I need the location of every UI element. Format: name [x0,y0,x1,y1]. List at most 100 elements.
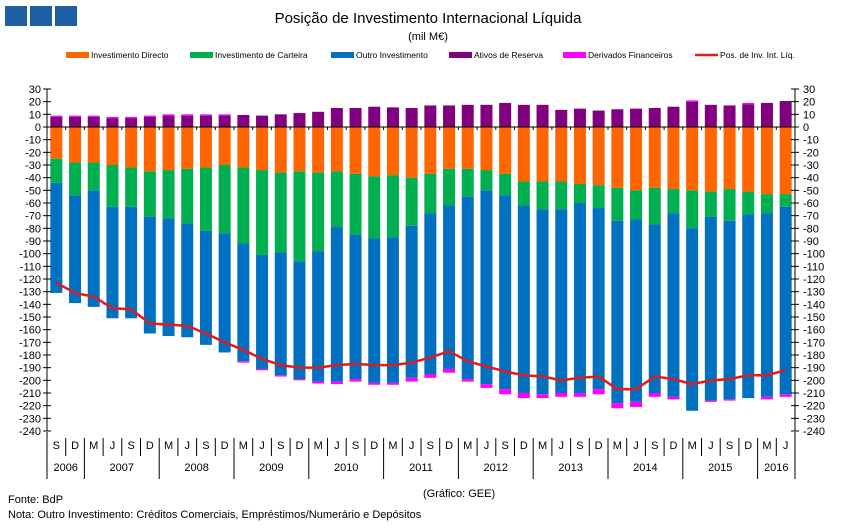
bar-other-investment [143,216,156,334]
y-tick-label-right: -240 [803,426,825,438]
x-month-label: M [463,440,472,452]
y-tick-label-right: -60 [803,198,819,210]
x-month-label: M [762,440,771,452]
bar-other-investment [125,206,138,319]
y-tick-label-left: -70 [25,211,41,223]
bar-portfolio-investment [125,167,138,207]
bar-financial-derivatives [648,393,661,397]
y-tick-label-right: -40 [803,173,819,185]
x-month-label: M [613,440,622,452]
bar-financial-derivatives [779,394,792,397]
bar-other-investment [386,237,399,383]
y-tick-label-right: -130 [803,287,825,299]
bar-portfolio-investment [760,194,773,214]
y-tick-label-right: -120 [803,274,825,286]
bar-reserve-assets [69,116,82,127]
bar-other-investment [424,213,437,374]
bar-other-investment [162,218,175,336]
line-net-iip [55,281,786,391]
bar-financial-derivatives [443,368,456,373]
x-month-label: D [744,440,752,452]
y-tick-label-left: 0 [35,122,41,134]
bar-portfolio-investment [368,176,381,239]
bar-other-investment [555,209,568,393]
bar-direct-investment [648,127,661,188]
bar-reserve-assets [611,109,624,127]
bar-portfolio-investment [274,172,287,253]
y-tick-label-right: -200 [803,375,825,387]
x-month-label: M [164,440,173,452]
bar-financial-derivatives [386,382,399,385]
bar-other-investment [573,203,586,393]
bar-financial-derivatives [611,403,624,409]
x-month-label: S [202,440,209,452]
bar-other-investment [330,227,343,382]
y-tick-label-right: -190 [803,363,825,375]
y-tick-label-right: -170 [803,337,825,349]
bar-financial-derivatives [686,100,699,102]
bar-financial-derivatives [181,114,194,116]
bar-reserve-assets [199,115,212,127]
bar-financial-derivatives [162,114,175,116]
legend-swatch [331,52,354,58]
bar-direct-investment [592,127,605,186]
bar-direct-investment [386,127,399,176]
bar-financial-derivatives [480,384,493,388]
y-tick-label-left: -60 [25,198,41,210]
bar-financial-derivatives [573,393,586,397]
bar-financial-derivatives [69,115,82,117]
bar-financial-derivatives [256,368,269,371]
bar-other-investment [536,209,549,395]
bar-direct-investment [723,127,736,190]
bar-reserve-assets [274,114,287,127]
bar-other-investment [50,182,63,293]
logo-square-2 [30,6,52,26]
x-month-label: M [688,440,697,452]
y-tick-label-left: -120 [19,274,41,286]
bar-other-investment [517,205,530,393]
bar-financial-derivatives [405,377,418,382]
y-tick-label-right: -160 [803,325,825,337]
x-month-label: S [651,440,658,452]
bar-direct-investment [461,127,474,169]
bar-direct-investment [125,127,138,168]
x-month-label: M [89,440,98,452]
bar-direct-investment [517,127,530,182]
x-month-label: J [633,440,639,452]
bar-reserve-assets [760,102,773,127]
bar-direct-investment [87,127,100,163]
footer-source: Fonte: BdP [8,494,63,506]
y-tick-label-right: -150 [803,312,825,324]
bar-direct-investment [218,127,231,165]
y-tick-label-left: -140 [19,299,41,311]
bar-other-investment [349,234,362,380]
bar-direct-investment [330,127,343,172]
bar-financial-derivatives [630,401,643,407]
x-month-label: J [783,440,789,452]
x-year-label: 2010 [334,462,358,474]
bar-reserve-assets [368,106,381,127]
x-month-label: J [110,440,116,452]
x-year-label: 2011 [409,462,433,474]
bar-other-investment [199,230,212,345]
bar-direct-investment [69,127,82,163]
bar-portfolio-investment [237,167,250,244]
logo [5,6,77,26]
bar-portfolio-investment [162,170,175,219]
x-year-label: 2009 [259,462,283,474]
bar-portfolio-investment [50,158,63,183]
bar-other-investment [704,216,717,401]
bar-financial-derivatives [517,393,530,399]
bar-direct-investment [199,127,212,168]
bar-direct-investment [555,127,568,182]
bar-financial-derivatives [237,361,250,363]
y-tick-label-right: -20 [803,147,819,159]
logo-square-3 [55,6,77,26]
bar-other-investment [69,195,82,304]
bar-portfolio-investment [199,167,212,231]
bar-financial-derivatives [218,114,231,116]
x-year-label: 2007 [110,462,134,474]
legend-swatch [190,52,213,58]
x-month-label: J [559,440,565,452]
y-tick-label-left: -10 [25,135,41,147]
